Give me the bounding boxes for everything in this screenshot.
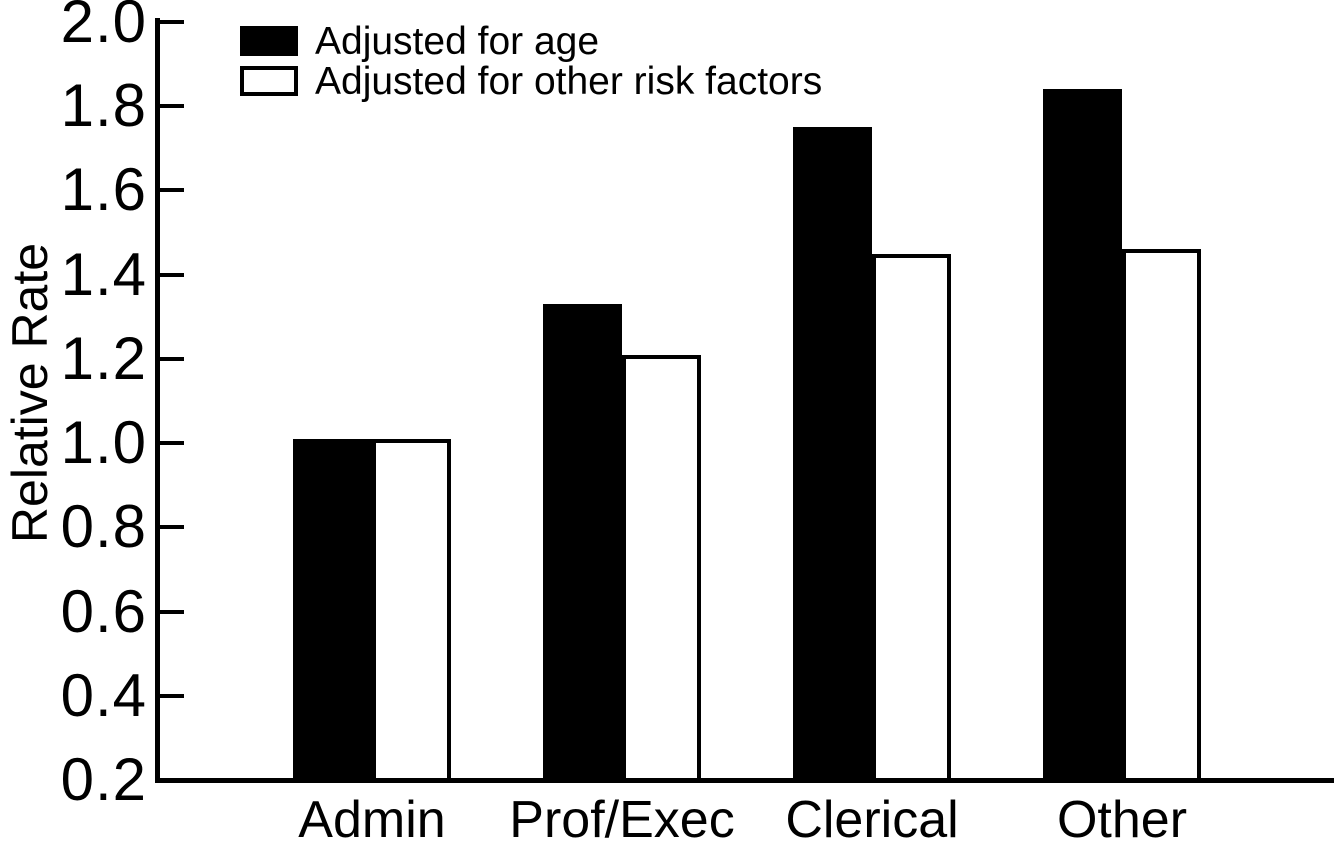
- bar-white: [372, 438, 451, 783]
- y-tick-label: 2.0: [60, 0, 147, 55]
- y-tick-mark: [155, 441, 184, 446]
- legend: Adjusted for age Adjusted for other risk …: [240, 22, 822, 106]
- y-tick-label: 1.8: [60, 72, 147, 140]
- x-category-label: Other: [1056, 791, 1188, 849]
- y-tick-label: 0.4: [60, 661, 147, 729]
- x-axis-baseline: [155, 778, 1334, 783]
- y-tick-label: 1.4: [60, 240, 147, 308]
- y-tick-mark: [155, 104, 184, 109]
- y-tick-mark: [155, 609, 184, 614]
- y-tick-label: 1.2: [60, 324, 147, 392]
- y-tick-label: 0.6: [60, 577, 147, 645]
- y-axis-spine: [155, 18, 160, 783]
- bar-white: [872, 253, 951, 783]
- y-tick-mark: [155, 272, 184, 277]
- legend-item: Adjusted for age: [240, 22, 822, 61]
- x-category-label: Admin: [298, 791, 446, 849]
- bar-black: [1043, 89, 1122, 783]
- y-tick-mark: [155, 693, 184, 698]
- legend-label: Adjusted for age: [315, 19, 600, 63]
- y-tick-label: 1.6: [60, 156, 147, 224]
- bar-black: [793, 127, 872, 783]
- bar-white: [1122, 249, 1201, 783]
- y-tick-mark: [155, 20, 184, 24]
- legend-swatch-black: [240, 26, 298, 56]
- bar-black: [293, 438, 372, 783]
- y-tick-label: 0.2: [60, 746, 147, 813]
- legend-item: Adjusted for other risk factors: [240, 62, 822, 101]
- y-tick-mark: [155, 356, 184, 361]
- bar-black: [543, 304, 622, 783]
- y-tick-label: 1.0: [60, 409, 147, 477]
- y-tick-label: 0.8: [60, 493, 147, 561]
- x-category-label: Prof/Exec: [509, 791, 735, 849]
- y-tick-mark: [155, 525, 184, 530]
- x-category-label: Clerical: [785, 791, 959, 849]
- bar-white: [622, 354, 701, 783]
- legend-swatch-white: [240, 66, 298, 96]
- y-tick-mark: [155, 188, 184, 193]
- legend-label: Adjusted for other risk factors: [315, 59, 823, 103]
